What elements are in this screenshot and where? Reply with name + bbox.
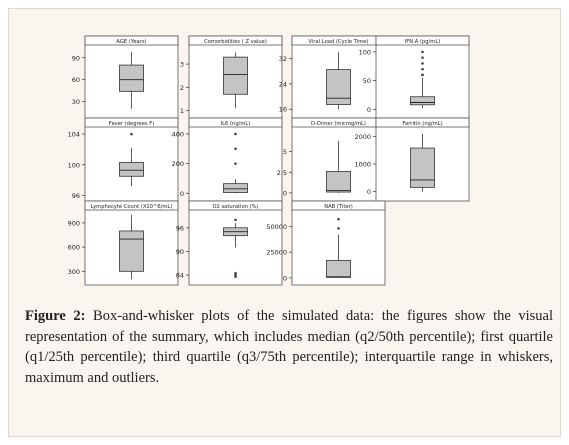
caption-label: Figure 2: — [25, 308, 86, 324]
boxplot-panel: IFN A (pg/mL) 0 50 100 — [359, 35, 470, 119]
y-tick-label: 0 — [367, 106, 371, 114]
panel-frame — [188, 200, 283, 286]
outlier-point — [234, 162, 237, 165]
panel-title-strip — [188, 117, 283, 128]
y-tick-label: 84 — [176, 272, 184, 280]
panel-title: Viral Load (Cycle Time) — [309, 39, 369, 45]
y-tick-label: 0 — [180, 190, 184, 198]
y-tick-label: 1000 — [354, 161, 371, 169]
y-tick-label: 0 — [283, 274, 287, 282]
outlier-point — [421, 73, 424, 77]
y-tick-label: 60 — [72, 76, 80, 84]
outlier-point — [234, 132, 237, 136]
outlier-point — [234, 275, 237, 278]
y-tick-label: 25000 — [266, 249, 287, 257]
panel-title-strip — [188, 200, 283, 211]
y-tick-label: 50 — [363, 77, 371, 85]
boxplot-panel: O2 saturation (%) 84 90 96 — [176, 200, 283, 286]
figure-caption: Figure 2: Box-and-whisker plots of the s… — [25, 306, 553, 388]
y-tick-label: 2 — [180, 84, 184, 92]
y-tick-label: 24 — [279, 80, 287, 88]
panel-title: IFN A (pg/mL) — [405, 39, 441, 45]
panel-title-strip — [84, 200, 179, 211]
iqr-box — [410, 147, 435, 188]
panel-title: Lymphocyte Count (X10^6/mL) — [91, 204, 173, 210]
panel-title: AGE (Years) — [116, 39, 146, 45]
panel-title-strip — [84, 35, 179, 46]
iqr-box — [223, 183, 248, 193]
boxplot-panel: Viral Load (Cycle Time) 16 24 32 — [279, 35, 386, 119]
boxplot-panel: Lymphocyte Count (X10^6/mL) 300 600 900 — [68, 200, 179, 286]
y-tick-label: 1 — [180, 107, 184, 115]
y-tick-label: 0 — [367, 188, 371, 196]
caption-text: Box-and-whisker plots of the simulated d… — [25, 308, 553, 386]
boxplot-panel: Comorbidities ( Z value) 1 2 3 — [180, 35, 283, 119]
panel-title: Ferritin (ng/mL) — [402, 121, 442, 127]
y-tick-label: 50000 — [266, 223, 287, 231]
y-tick-label: 300 — [68, 268, 80, 276]
y-tick-label: 0 — [283, 189, 287, 197]
panel-title: Comorbidities ( Z value) — [204, 39, 267, 45]
boxplot-panel: Ferritin (ng/mL) 0 1000 2000 — [354, 117, 470, 202]
outlier-point — [234, 147, 237, 151]
y-tick-label: 2000 — [354, 133, 371, 141]
y-tick-label: 90 — [72, 54, 80, 62]
outlier-point — [421, 67, 424, 71]
boxplot-panel: Fever (degrees F) 96 100 104 — [68, 117, 179, 202]
y-tick-label: 2.5 — [277, 169, 287, 177]
iqr-box — [326, 171, 351, 193]
y-tick-label: 30 — [72, 98, 80, 106]
iqr-box — [326, 69, 351, 105]
y-tick-label: 32 — [279, 55, 287, 63]
panel-title-strip — [188, 35, 283, 46]
outlier-point — [234, 218, 237, 222]
outlier-point — [421, 62, 424, 65]
iqr-box — [119, 162, 144, 177]
panel-title-strip — [375, 35, 470, 46]
outlier-point — [130, 132, 133, 136]
outlier-point — [337, 217, 340, 221]
figure-frame: AGE (Years) 30 60 90 Comorbidities ( Z value… — [8, 8, 561, 437]
y-tick-label: 100 — [359, 48, 371, 56]
iqr-box — [223, 56, 248, 95]
panel-title-strip — [84, 117, 179, 128]
panel-title: D-Dimer (microg/mL) — [311, 121, 366, 127]
outlier-point — [421, 50, 424, 54]
y-tick-label: 200 — [172, 160, 184, 168]
panel-title: NAB (Titer) — [324, 204, 353, 210]
boxplot-panel: AGE (Years) 30 60 90 — [72, 35, 179, 119]
panel-title-strip — [291, 200, 386, 211]
panel-title: IL6 (ng/mL) — [221, 121, 251, 127]
iqr-box — [119, 230, 144, 272]
iqr-box — [410, 96, 435, 106]
outlier-point — [234, 271, 237, 275]
y-tick-label: 90 — [176, 248, 184, 256]
boxplot-panel: IL6 (ng/mL) 0 200 400 — [172, 117, 283, 202]
iqr-box — [326, 259, 351, 278]
y-tick-label: 400 — [172, 130, 184, 138]
y-tick-label: 900 — [68, 219, 80, 227]
y-tick-label: 3 — [180, 61, 184, 69]
y-tick-label: 600 — [68, 244, 80, 252]
y-tick-label: 96 — [72, 192, 80, 200]
y-tick-label: 5 — [283, 148, 287, 156]
boxplot-panel: NAB (Titer) 0 25000 50000 — [266, 200, 386, 286]
y-tick-label: 96 — [176, 224, 184, 232]
outlier-point — [421, 56, 424, 59]
panel-title: Fever (degrees F) — [109, 121, 155, 127]
y-tick-label: 100 — [68, 161, 80, 169]
y-tick-label: 16 — [279, 106, 287, 114]
panel-title: O2 saturation (%) — [212, 204, 258, 210]
outlier-point — [337, 227, 340, 230]
iqr-box — [119, 64, 144, 92]
panel-title-strip — [375, 117, 470, 128]
y-tick-label: 104 — [68, 131, 80, 139]
